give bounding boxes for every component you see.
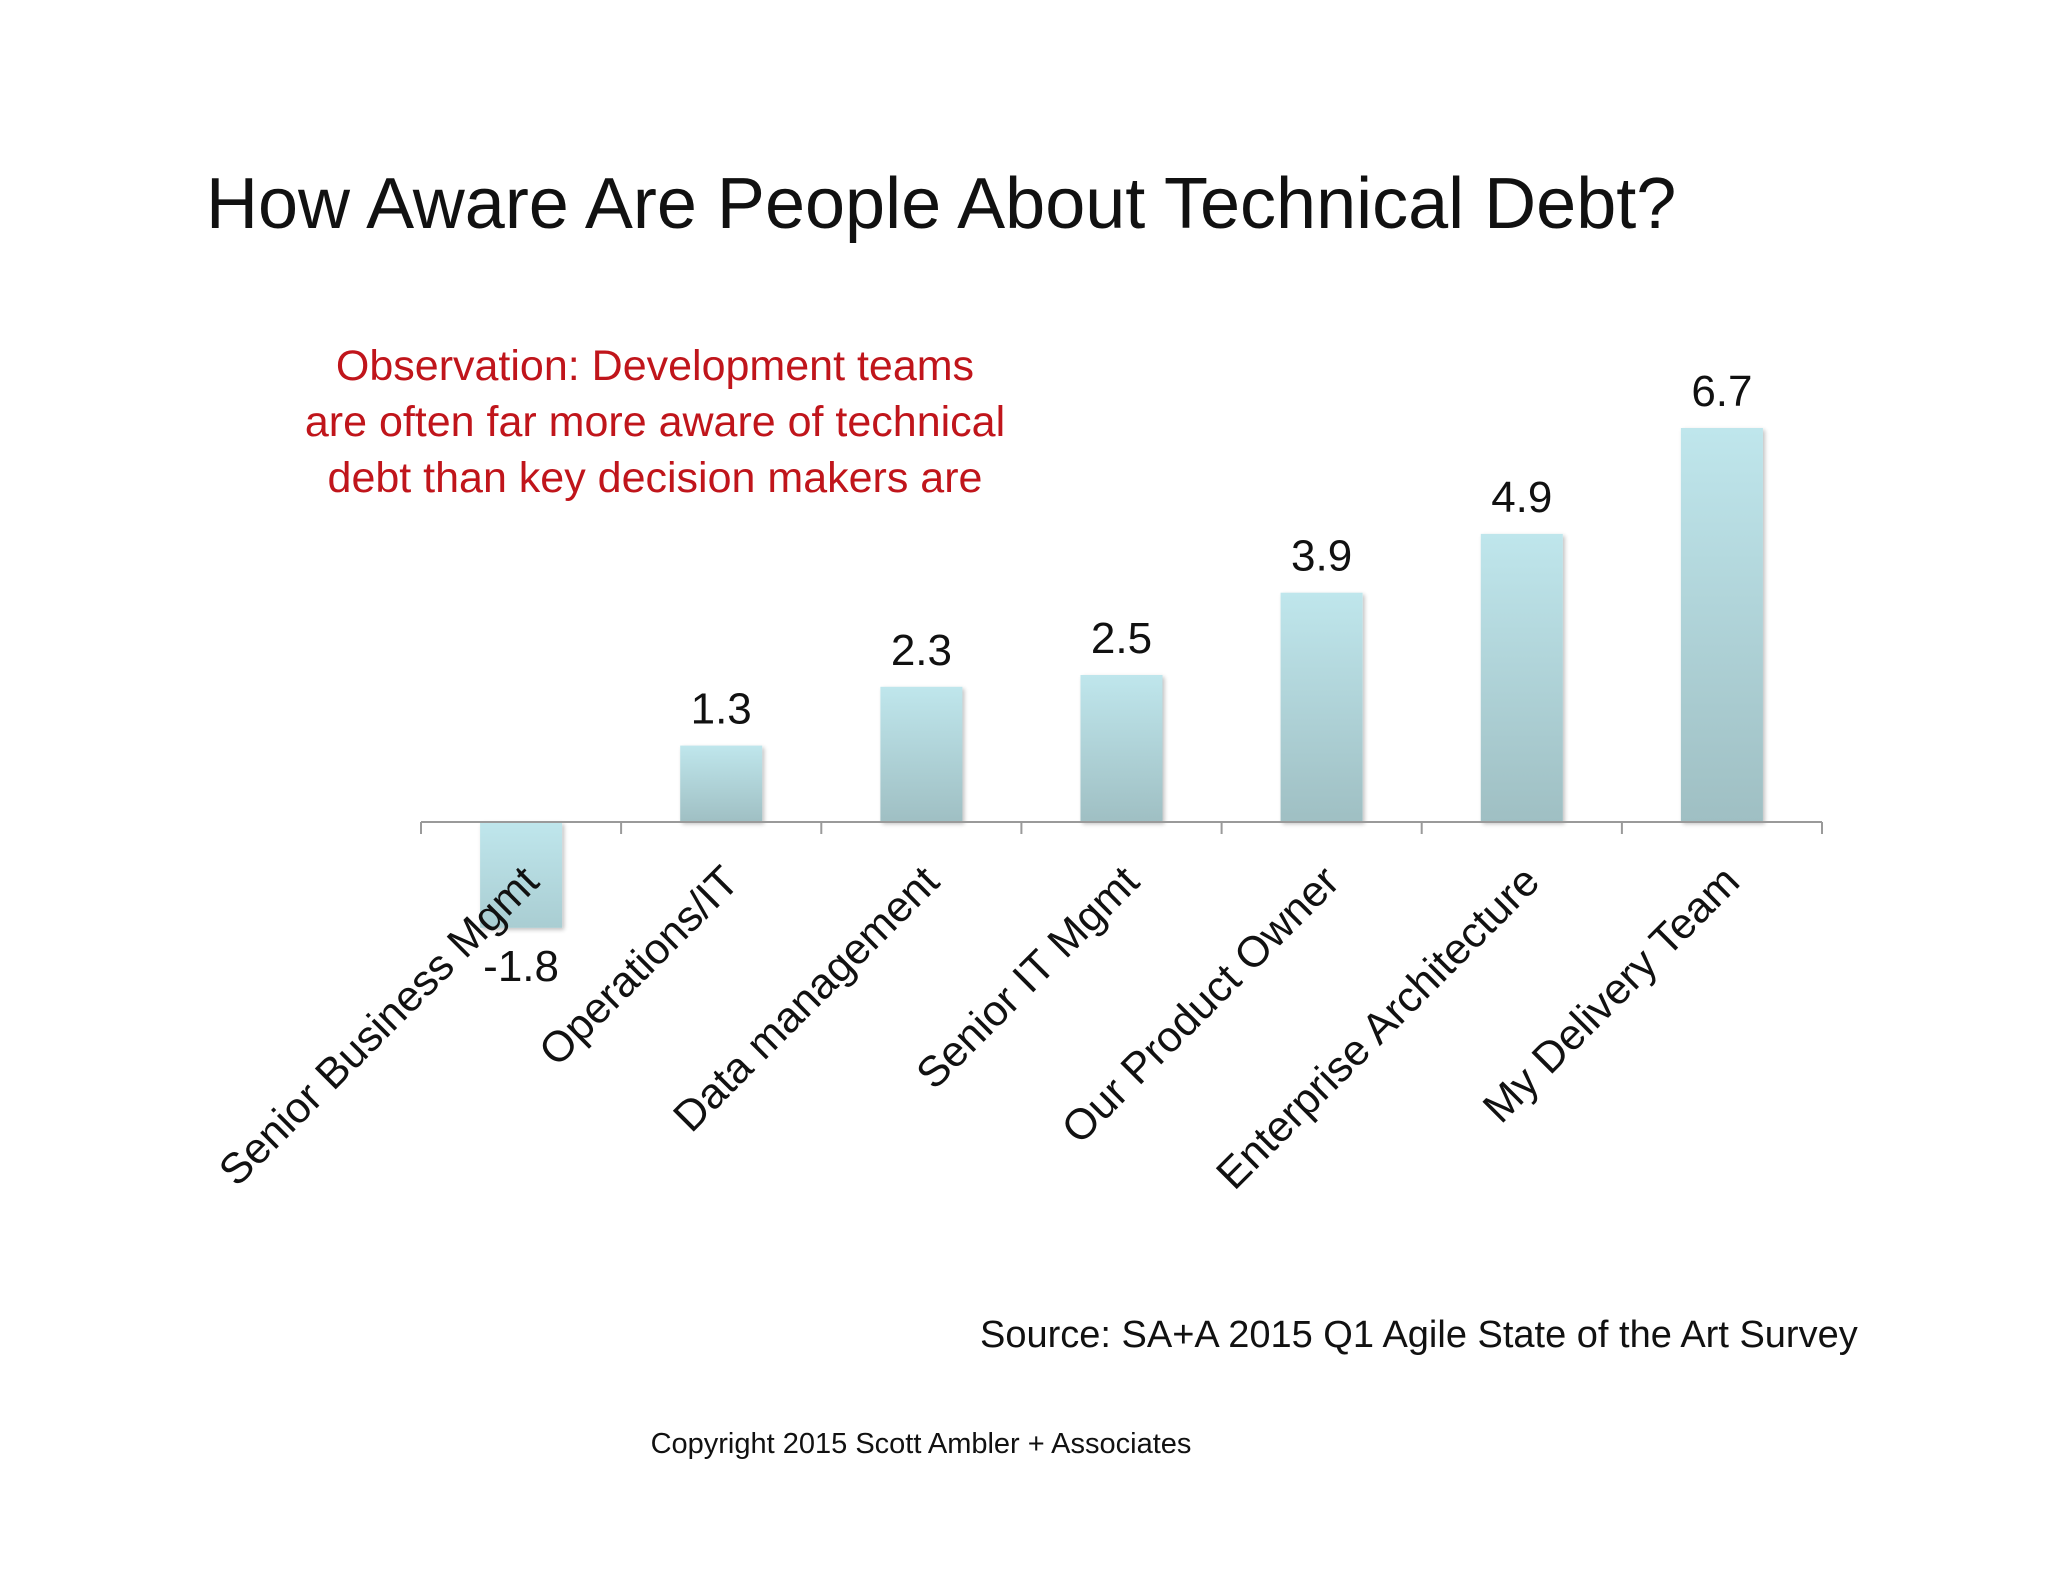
- value-label-our-product-owner: 3.9: [1291, 532, 1352, 581]
- value-label-senior-business-mgmt: -1.8: [483, 942, 559, 991]
- bar-operations-it: [680, 745, 763, 822]
- chart-title: How Aware Are People About Technical Deb…: [206, 164, 1677, 244]
- value-label-enterprise-architecture: 4.9: [1491, 473, 1552, 522]
- value-label-data-management: 2.3: [891, 626, 952, 675]
- observation-line-1: Observation: Development teams: [335, 342, 975, 390]
- category-label-senior-business-mgmt: Senior Business Mgmt: [210, 857, 548, 1195]
- value-label-operations-it: 1.3: [691, 685, 752, 734]
- observation-annotation: Observation: Development teams are often…: [230, 338, 1080, 506]
- bar-our-product-owner: [1280, 592, 1363, 822]
- observation-line-3: debt than key decision makers are: [327, 454, 983, 502]
- bar-senior-it-mgmt: [1080, 675, 1163, 822]
- bars-layer: [480, 428, 1763, 928]
- bar-enterprise-architecture: [1480, 533, 1563, 822]
- bar-my-delivery-team: [1680, 428, 1763, 822]
- copyright-note: Copyright 2015 Scott Ambler + Associates: [650, 1428, 1192, 1460]
- source-note: Source: SA+A 2015 Q1 Agile State of the …: [980, 1314, 1858, 1356]
- value-label-my-delivery-team: 6.7: [1691, 367, 1752, 416]
- bar-senior-business-mgmt: [480, 822, 563, 928]
- observation-line-2: are often far more aware of technical: [304, 398, 1006, 446]
- x-axis: [420, 821, 1823, 834]
- value-label-senior-it-mgmt: 2.5: [1091, 614, 1152, 663]
- bar-data-management: [880, 686, 963, 822]
- category-label-enterprise-architecture: Enterprise Architecture: [1207, 857, 1549, 1199]
- category-label-operations-it: Operations/IT: [530, 857, 748, 1075]
